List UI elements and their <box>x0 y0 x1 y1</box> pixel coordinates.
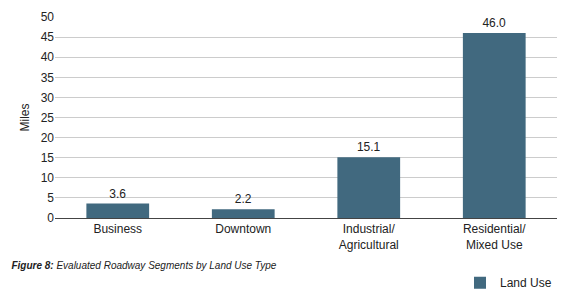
svg-text:50: 50 <box>41 10 55 24</box>
svg-text:5: 5 <box>47 191 54 205</box>
svg-text:45: 45 <box>41 30 55 44</box>
svg-text:20: 20 <box>41 131 55 145</box>
svg-text:Figure 8: Evaluated Roadway Se: Figure 8: Evaluated Roadway Segments by … <box>11 260 276 271</box>
svg-text:15.1: 15.1 <box>357 140 381 154</box>
svg-text:15: 15 <box>41 151 55 165</box>
svg-text:Industrial/Agricultural: Industrial/Agricultural <box>339 222 399 252</box>
svg-text:Business: Business <box>93 222 142 236</box>
svg-text:10: 10 <box>41 171 55 185</box>
svg-text:46.0: 46.0 <box>482 16 506 30</box>
svg-text:Land Use: Land Use <box>500 276 552 290</box>
svg-text:Miles: Miles <box>18 103 32 131</box>
svg-text:25: 25 <box>41 111 55 125</box>
svg-text:30: 30 <box>41 91 55 105</box>
svg-text:0: 0 <box>47 211 54 225</box>
svg-text:Downtown: Downtown <box>215 222 271 236</box>
svg-text:40: 40 <box>41 50 55 64</box>
svg-text:35: 35 <box>41 71 55 85</box>
svg-text:2.2: 2.2 <box>235 192 252 206</box>
svg-text:Residential/Mixed Use: Residential/Mixed Use <box>463 222 526 252</box>
svg-text:3.6: 3.6 <box>109 187 126 201</box>
